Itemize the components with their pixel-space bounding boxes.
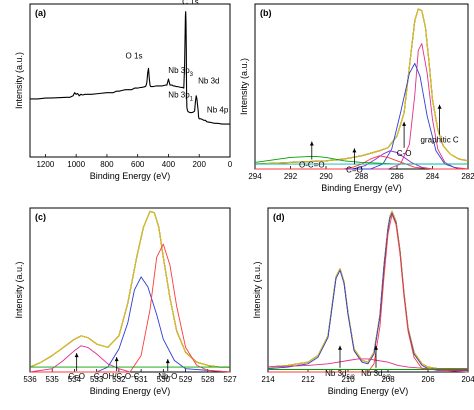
x-tick-label: 527 [223,375,237,384]
arrow-head [309,141,314,146]
series-line [254,8,469,165]
series-line [267,210,468,370]
series-line [268,214,469,373]
peak-annotation: O 1s [126,52,143,61]
arrow-head [114,357,119,362]
panel-a: 1200 1000 800 600 400 200 0 Binding Energy (eV)… [14,0,233,181]
y-axis-label: Intensity (a.u.) [14,52,24,109]
panel-label: (a) [35,8,46,18]
peak-annotation: Nb 4p [207,106,229,115]
peak-annotation: Nb 3d3/2 [361,369,391,381]
series-line [30,243,231,373]
x-tick-label: 535 [46,375,60,384]
x-tick-label: 532 [112,375,126,384]
series-line [267,358,468,370]
x-tick-label: 204 [461,375,474,384]
series-line [255,150,468,170]
arrow-head [352,148,357,153]
x-tick-label: 528 [201,375,215,384]
peak-annotation: C=O [68,372,85,381]
peak-annotation: O-C=O [299,160,325,169]
x-axis-label: Binding Energy (eV) [90,386,171,396]
x-tick-label: 534 [68,375,82,384]
series-line [255,62,468,170]
peak-annotation: C 1s [182,0,198,7]
x-tick-label: 286 [390,172,404,181]
x-tick-label: 533 [90,375,104,384]
peak-annotation: graphitic C [420,136,458,145]
peak-annotation: C-OH/C-O-C [94,372,140,381]
x-tick-label: 208 [381,375,395,384]
series-line [29,345,131,373]
arrow-head [165,359,170,364]
plot-frame [29,3,231,158]
x-tick-label: 400 [162,160,176,169]
peak-annotation: C=O [346,165,363,174]
panel-b: 294 292 290 288 286 284 282 Binding Energy (eV)… [239,3,474,193]
series-line [29,210,230,368]
series-line [30,11,230,125]
x-tick-label: 536 [23,375,37,384]
x-tick-label: 214 [261,375,275,384]
panel-label: (d) [273,212,285,222]
x-tick-label: 530 [157,375,171,384]
x-tick-label: 1200 [36,160,54,169]
series-line [29,210,230,368]
x-tick-label: 600 [131,160,145,169]
y-axis-label: Intensity (a.u.) [252,261,262,318]
x-tick-label: 210 [341,375,355,384]
x-tick-label: 206 [421,375,435,384]
x-tick-label: 1000 [67,160,85,169]
series-line [267,212,468,371]
series-line [255,155,468,170]
arrow-head [74,353,79,358]
arrow-head [402,121,407,126]
x-tick-label: 282 [461,172,474,181]
x-tick-label: 290 [319,172,333,181]
x-tick-label: 294 [248,172,262,181]
y-axis-label: Intensity (a.u.) [14,261,24,318]
panel-label: (b) [260,8,272,18]
x-tick-label: 800 [100,160,114,169]
x-tick-label: 292 [284,172,298,181]
arrow-head [374,345,378,350]
peak-annotation: Nb 3d [198,77,219,86]
x-tick-label: 529 [179,375,193,384]
x-tick-label: 531 [134,375,148,384]
x-axis-label: Binding Energy (eV) [90,171,171,181]
x-tick-label: 200 [193,160,207,169]
x-axis-label: Binding Energy (eV) [321,183,402,193]
x-axis-label: Binding Energy (eV) [328,386,409,396]
plot-frame [267,207,469,373]
peak-annotation: Nb 3p1 [168,90,193,102]
panel-label: (c) [35,212,46,222]
x-tick-label: 0 [228,160,233,169]
peak-annotation: C-O [397,149,412,158]
arrow-head [338,345,342,350]
x-tick-label: 284 [426,172,440,181]
y-axis-label: Intensity (a.u.) [239,58,249,115]
series-line [267,210,468,370]
panel-d: 214 212 210 208 206 204 Binding Energy (eV) Int… [252,207,474,396]
peak-annotation: Nb-O [158,372,177,381]
x-tick-label: 288 [355,172,369,181]
panel-c: 536 535 534 533 532 531 530 529 528 527 Binding En… [14,207,237,396]
x-tick-label: 212 [301,375,315,384]
peak-annotation: Nb 3p3 [168,66,193,78]
arrow-head [437,104,442,109]
